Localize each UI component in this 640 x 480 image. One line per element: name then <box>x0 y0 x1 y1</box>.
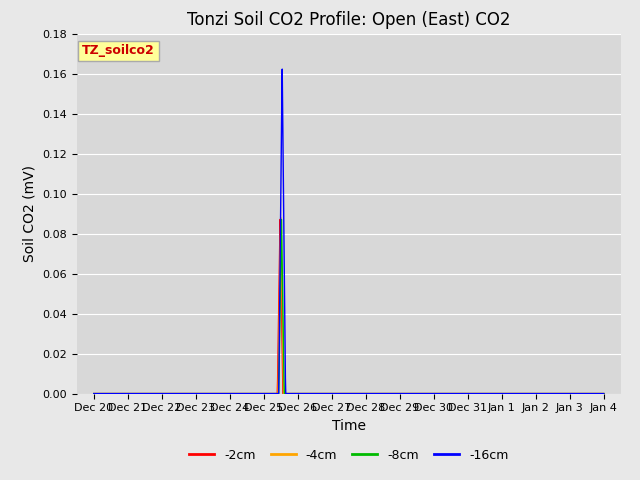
-8cm <box>600 391 607 396</box>
Text: TZ_soilco2: TZ_soilco2 <box>82 44 155 58</box>
-8cm <box>291 391 298 396</box>
-4cm <box>303 391 310 396</box>
-4cm <box>600 391 607 396</box>
-4cm <box>277 215 285 220</box>
-2cm <box>555 391 563 396</box>
-2cm <box>203 391 211 396</box>
-2cm <box>276 216 284 222</box>
-4cm <box>203 391 211 396</box>
-2cm <box>511 391 519 396</box>
-16cm <box>600 391 607 396</box>
-2cm <box>427 391 435 396</box>
-2cm <box>291 391 298 396</box>
-8cm <box>427 391 435 396</box>
Line: -8cm: -8cm <box>94 219 604 394</box>
Line: -4cm: -4cm <box>94 217 604 394</box>
-8cm <box>303 391 310 396</box>
-2cm <box>90 391 98 396</box>
-16cm <box>278 66 286 72</box>
-16cm <box>511 391 519 396</box>
-2cm <box>303 391 310 396</box>
-16cm <box>555 391 563 396</box>
-16cm <box>203 391 211 396</box>
-8cm <box>203 391 211 396</box>
-2cm <box>600 391 607 396</box>
-8cm <box>90 391 98 396</box>
-16cm <box>90 391 98 396</box>
-4cm <box>291 391 298 396</box>
-16cm <box>427 391 435 396</box>
-4cm <box>427 391 435 396</box>
-8cm <box>555 391 563 396</box>
X-axis label: Time: Time <box>332 419 366 433</box>
Legend: -2cm, -4cm, -8cm, -16cm: -2cm, -4cm, -8cm, -16cm <box>184 444 513 467</box>
Y-axis label: Soil CO2 (mV): Soil CO2 (mV) <box>23 165 36 262</box>
-16cm <box>291 391 298 396</box>
Line: -16cm: -16cm <box>94 69 604 394</box>
Title: Tonzi Soil CO2 Profile: Open (East) CO2: Tonzi Soil CO2 Profile: Open (East) CO2 <box>187 11 511 29</box>
-4cm <box>511 391 519 396</box>
-8cm <box>511 391 519 396</box>
-16cm <box>303 391 310 396</box>
-4cm <box>90 391 98 396</box>
Line: -2cm: -2cm <box>94 219 604 394</box>
-4cm <box>555 391 563 396</box>
-8cm <box>278 216 285 222</box>
